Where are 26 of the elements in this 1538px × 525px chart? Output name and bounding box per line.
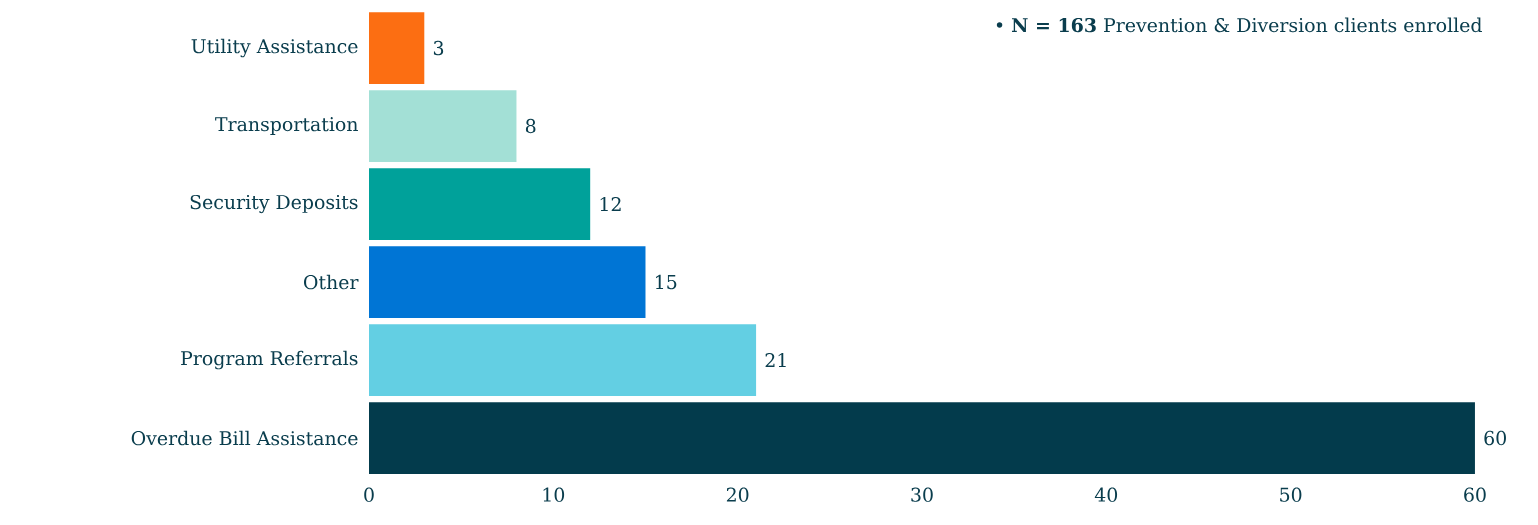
x-tick-label: 40 — [1094, 487, 1118, 502]
data-label: 21 — [765, 352, 786, 368]
bar — [369, 324, 757, 396]
data-label: 12 — [600, 196, 621, 212]
data-label: 3 — [433, 40, 444, 56]
x-tick-label: 0 — [364, 487, 374, 502]
data-label: 8 — [525, 118, 536, 134]
data-label: 15 — [656, 274, 677, 290]
data-label: 60 — [1484, 430, 1506, 446]
x-tick-label: 60 — [1464, 487, 1486, 502]
x-tick-label: 30 — [911, 487, 933, 502]
bar — [369, 90, 517, 162]
bar — [369, 246, 646, 318]
x-tick-label: 50 — [1280, 487, 1302, 502]
y-tick-label: Overdue Bill Assistance — [131, 430, 358, 446]
bar — [369, 12, 425, 84]
y-tick-label: Utility Assistance — [191, 38, 358, 58]
bar — [369, 168, 591, 240]
bar — [369, 402, 1475, 474]
y-tick-label: Program Referrals — [181, 350, 358, 370]
y-tick-label: Other — [303, 274, 359, 290]
annotation: • N = 163 Prevention & Diversion clients enrolled — [996, 17, 1482, 33]
y-tick-label: Transportation — [215, 117, 358, 135]
y-tick-label: Security Deposits — [190, 194, 358, 214]
x-tick-label: 10 — [543, 487, 565, 502]
x-tick-label: 20 — [726, 487, 749, 502]
